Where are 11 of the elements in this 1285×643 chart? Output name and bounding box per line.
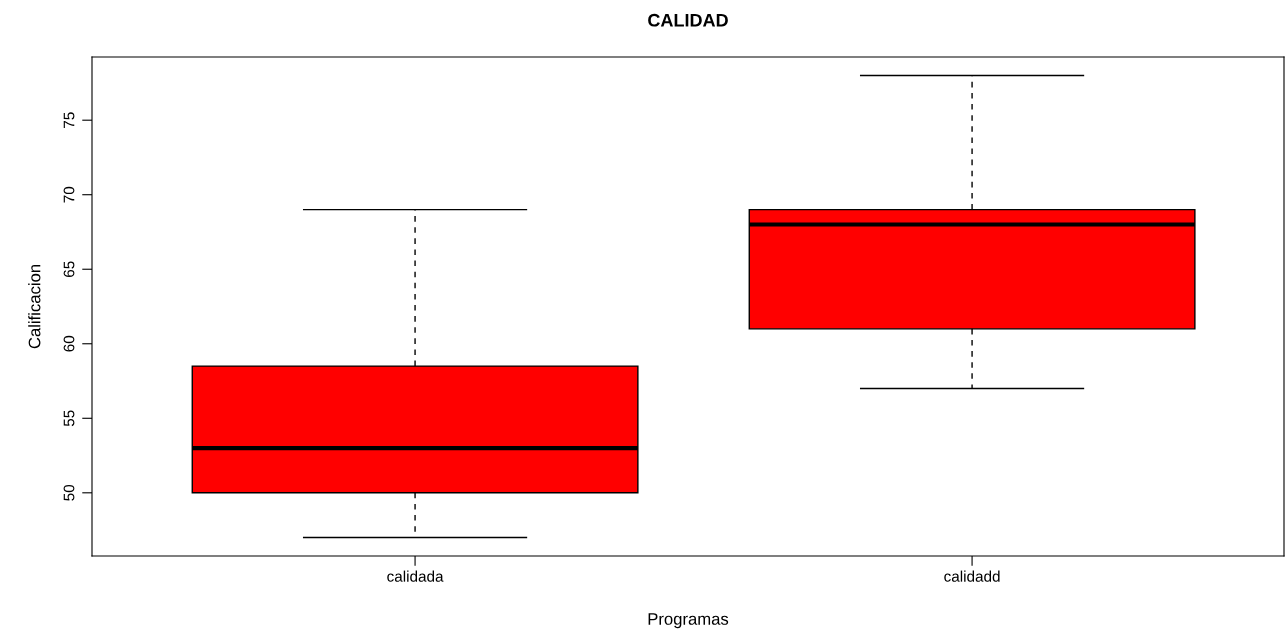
x-tick-label: calidada [387, 570, 444, 582]
y-tick-label: 50 [63, 484, 75, 501]
y-tick-label: 70 [63, 186, 75, 203]
y-tick-label: 55 [63, 410, 75, 427]
y-tick-label: 65 [63, 261, 75, 277]
x-tick-label: calidadd [944, 570, 1000, 582]
y-axis-title: Calificacion [28, 264, 41, 349]
y-tick-label: 75 [63, 112, 75, 128]
y-tick-label: 60 [63, 335, 75, 352]
chart-title: CALIDAD [648, 13, 728, 27]
x-axis-title: Programas [648, 613, 729, 629]
